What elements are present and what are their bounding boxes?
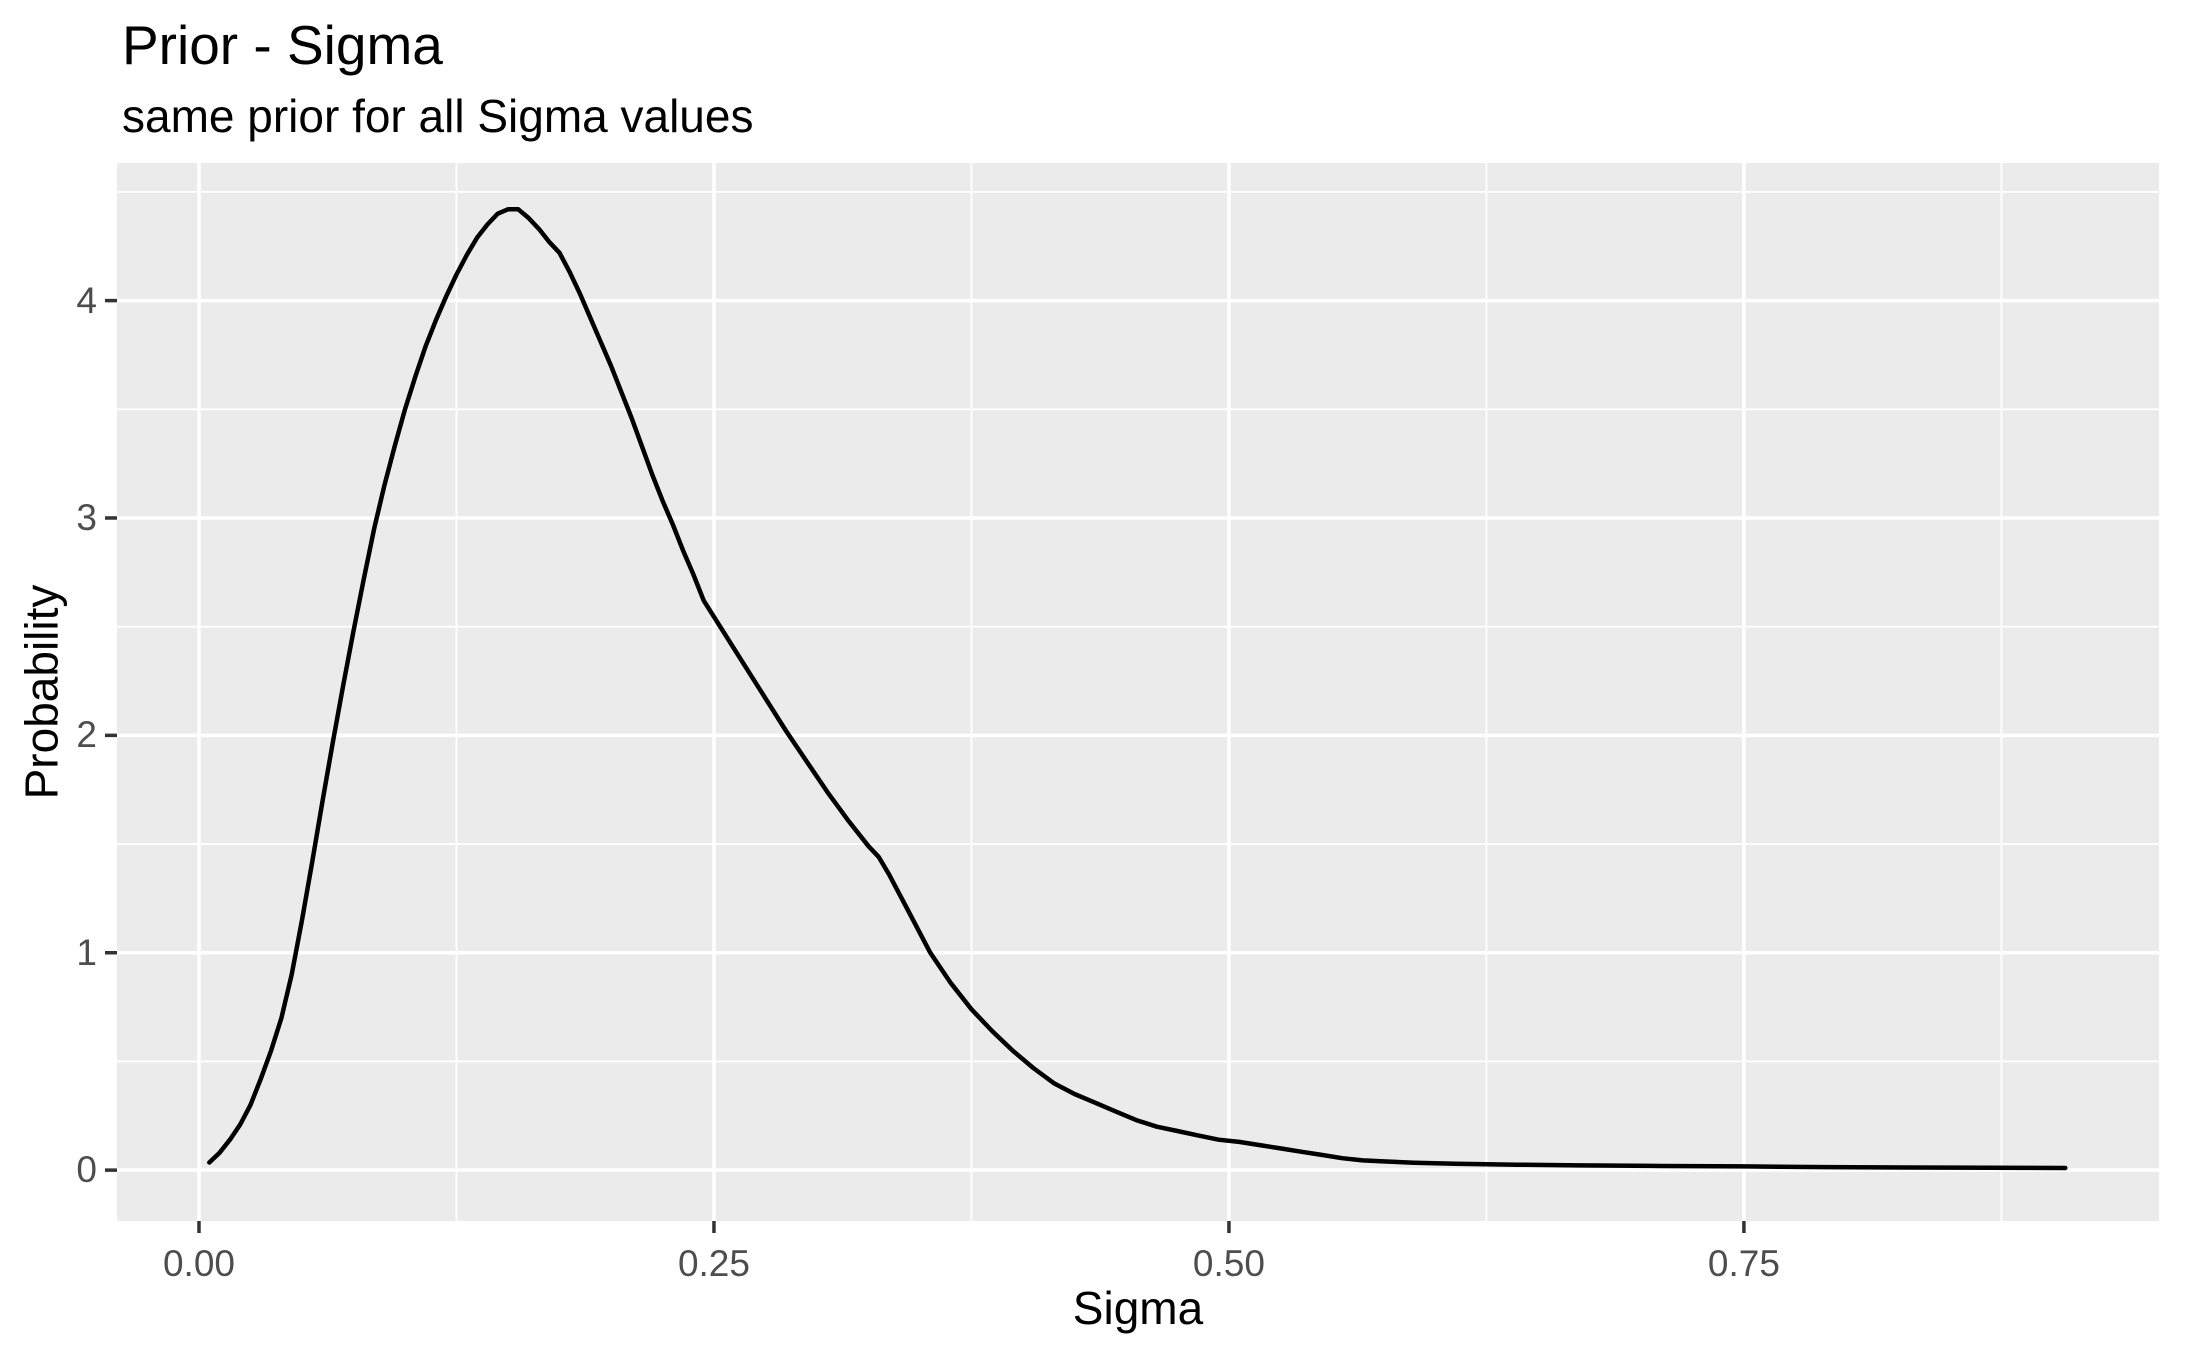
y-axis-title: Probability [15,584,68,800]
y-tick-label-3: 3 [76,496,97,538]
y-tick-label-1: 1 [76,931,97,973]
y-tick-label-0: 0 [76,1149,97,1191]
y-tick-label-2: 2 [76,714,97,756]
x-tick-label-1: 0.25 [677,1243,750,1284]
x-tick-label-3: 0.75 [1707,1243,1780,1284]
y-tick-label-4: 4 [76,279,97,321]
plot-subtitle: same prior for all Sigma values [122,90,754,142]
x-tick-label-2: 0.50 [1192,1243,1265,1284]
plot-title: Prior - Sigma [122,14,443,76]
x-tick-label-0: 0.00 [162,1243,235,1284]
density-curve [207,207,2068,1171]
x-axis-title: Sigma [1072,1282,1204,1334]
